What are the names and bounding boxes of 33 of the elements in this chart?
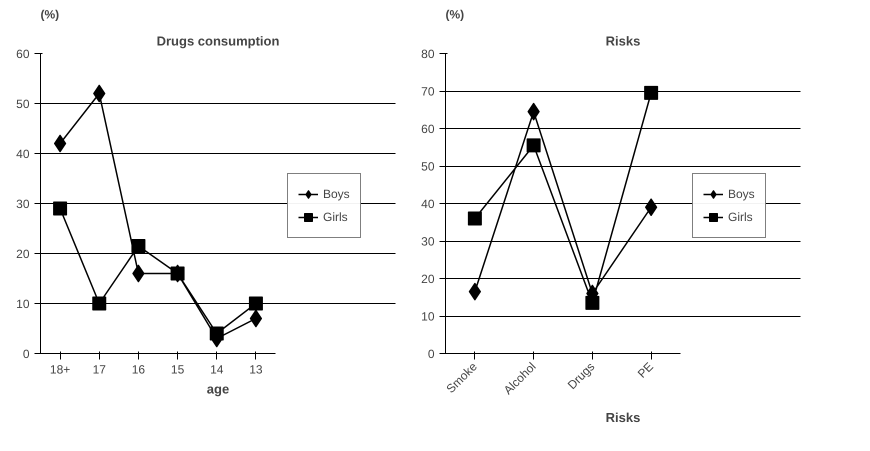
y-tick-label: 40 [16, 147, 30, 161]
x-tick-label: 16 [132, 362, 146, 376]
x-tick-label: 13 [249, 362, 263, 376]
legend-label: Girls [323, 210, 348, 224]
y-axis-title: (%) [446, 8, 464, 22]
x-tick-label: 17 [92, 362, 106, 376]
y-tick-label: 20 [421, 272, 435, 286]
x-tick-label: 14 [210, 362, 224, 376]
chart-title: Risks [606, 34, 640, 48]
legend-label: Boys [728, 187, 755, 201]
y-tick-label: 70 [421, 84, 435, 98]
y-axis-title: (%) [40, 8, 60, 22]
x-tick-label: 15 [170, 362, 185, 376]
y-tick-label: 60 [421, 122, 435, 136]
y-tick-label: 30 [16, 197, 30, 211]
y-tick-label: 0 [428, 347, 435, 361]
legend-label: Boys [323, 187, 350, 201]
y-tick-label: 40 [421, 197, 435, 211]
y-tick-label: 10 [16, 297, 30, 311]
y-tick-label: 80 [421, 47, 435, 61]
y-tick-label: 0 [22, 347, 30, 361]
legend-label: Girls [728, 210, 753, 224]
x-tick-label: 18+ [50, 362, 70, 376]
y-tick-label: 50 [421, 160, 435, 174]
x-tick-label: PE [634, 360, 656, 381]
y-tick-label: 20 [16, 247, 30, 261]
x-axis-title: age [206, 382, 230, 396]
y-tick-label: 10 [421, 310, 435, 324]
y-tick-label: 50 [16, 97, 30, 111]
x-axis-title: Risks [606, 410, 640, 426]
chart-title: Drugs consumption [156, 34, 280, 48]
y-tick-label: 30 [421, 234, 435, 248]
y-tick-label: 60 [16, 47, 30, 61]
